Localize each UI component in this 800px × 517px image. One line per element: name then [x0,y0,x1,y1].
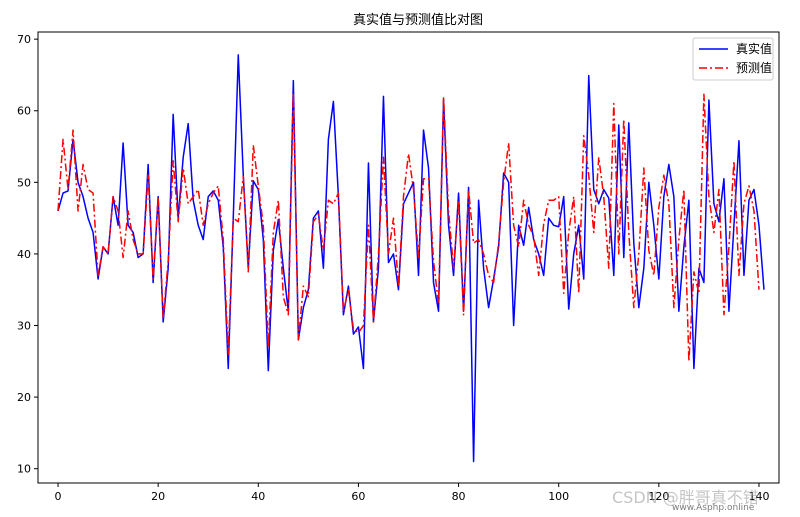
x-tick-label: 60 [351,490,365,503]
x-tick-label: 100 [548,490,569,503]
x-tick-label: 0 [55,490,62,503]
x-tick-label: 40 [251,490,265,503]
y-tick-label: 70 [17,33,31,46]
legend-label-series-1: 真实值 [736,41,772,56]
y-tick-label: 50 [17,176,31,189]
legend: 真实值 预测值 [692,37,774,81]
chart-title: 真实值与预测值比对图 [353,12,483,28]
y-tick-label: 40 [17,248,31,261]
plot-frame [37,31,780,484]
series-line-2 [57,92,760,363]
series-layer [57,54,765,463]
x-tick-label: 80 [452,490,466,503]
x-tick-label: 140 [748,490,769,503]
y-tick-label: 30 [17,320,31,333]
watermark-url: www.Asphp.online [672,503,755,513]
y-tick-label: 60 [17,105,31,118]
x-tick-label: 20 [151,490,165,503]
series-line-1 [57,54,765,463]
x-axis: 0 20 40 60 80 100 120 140 [55,483,769,503]
y-tick-label: 20 [17,391,31,404]
y-tick-label: 10 [17,463,31,476]
watermark-csdn: CSDN @胖哥真不错 [612,488,759,507]
x-tick-label: 120 [648,490,669,503]
y-axis: 10 20 30 40 50 60 70 [17,33,38,476]
legend-label-series-2: 预测值 [736,60,772,75]
